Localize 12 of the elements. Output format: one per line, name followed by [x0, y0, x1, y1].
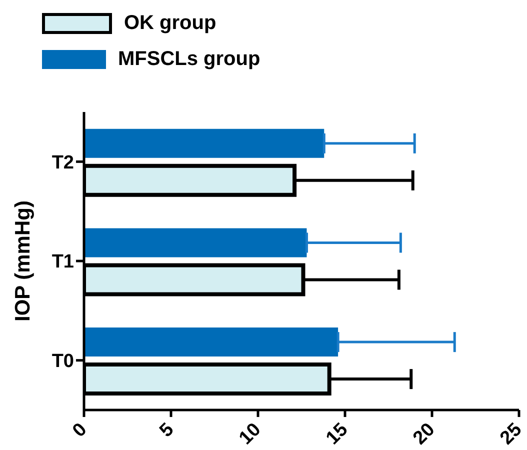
y-axis-title: IOP (mmHg) — [11, 200, 34, 322]
x-tick-label: 5 — [156, 418, 178, 442]
legend-label: OK group — [124, 12, 216, 34]
x-tick-label: 15 — [322, 418, 352, 450]
x-tick-label: 20 — [409, 419, 440, 450]
y-tick-label: T0 — [52, 351, 74, 372]
x-tick-label: 0 — [68, 419, 92, 442]
y-tick-label: T2 — [52, 152, 74, 174]
x-tick-label: 25 — [496, 418, 526, 450]
x-tick-label: 10 — [235, 419, 266, 450]
y-tick-label: T1 — [52, 252, 74, 273]
legend-label: MFSCLs group — [118, 48, 260, 70]
